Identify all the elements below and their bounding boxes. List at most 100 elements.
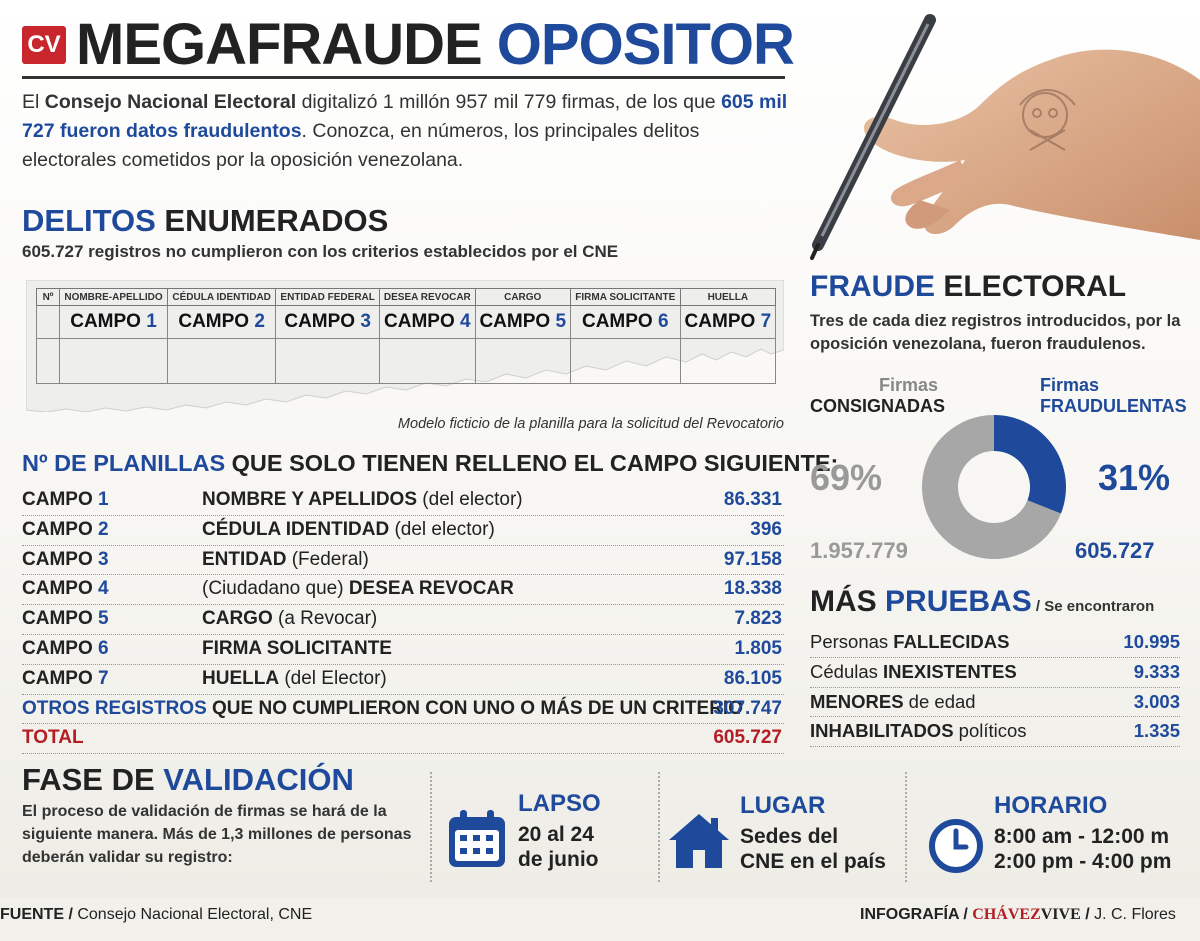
list-item: MENORES de edad 3.003	[810, 688, 1180, 718]
form-campo-2: CAMPO 2	[167, 305, 277, 339]
list-item: CAMPO 1 NOMBRE Y APELLIDOS (del elector)…	[22, 486, 784, 516]
row-description: NOMBRE Y APELLIDOS (del elector)	[202, 489, 523, 510]
row-value: 7.823	[734, 608, 782, 630]
intro-p1: El	[22, 91, 45, 113]
mas-subtitle: / Se encontraron	[1031, 598, 1155, 615]
planillas-list: CAMPO 1 NOMBRE Y APELLIDOS (del elector)…	[22, 486, 784, 755]
mas-pruebas-title: MÁS PRUEBAS / Se encontraron	[810, 585, 1154, 619]
house-icon	[669, 814, 729, 868]
row-value: 1.335	[1133, 720, 1180, 742]
footer-credits: INFOGRAFÍA / CHÁVEZVIVE / J. C. Flores	[860, 906, 1176, 923]
form-blank-cell	[275, 338, 381, 384]
row-description: Cédulas INEXISTENTES	[810, 660, 1017, 682]
row-value: 3.003	[1133, 690, 1180, 712]
row-value: 396	[750, 518, 782, 540]
footer-bar	[0, 899, 1200, 941]
form-header-revocar: DESEA REVOCAR	[379, 288, 476, 306]
row-value: 10.995	[1123, 631, 1180, 652]
calendar-icon	[449, 810, 505, 867]
legend-fraudulentas: Firmas FRAUDULENTAS	[1040, 375, 1187, 416]
list-item: CAMPO 7 HUELLA (del Elector) 86.105	[22, 665, 784, 695]
delitos-title-a: DELITOS	[22, 203, 156, 238]
row-description: OTROS REGISTROS QUE NO CUMPLIERON CON UN…	[22, 697, 743, 719]
intro-p3: digitalizó 1 millón 957 mil 779 firmas, …	[296, 91, 722, 113]
planillas-title-b: QUE SOLO TIENEN RELLENO EL CAMPO SIGUIEN…	[231, 450, 839, 476]
value-fraudulentas: 605.727	[1075, 538, 1155, 563]
form-blank-cell	[569, 338, 681, 384]
list-item: CAMPO 2 CÉDULA IDENTIDAD (del elector) 3…	[22, 516, 784, 546]
row-value: 9.333	[1133, 660, 1180, 682]
form-header-nombre: NOMBRE-APELLIDO	[58, 288, 169, 306]
row-description: FIRMA SOLICITANTE	[202, 637, 392, 659]
mas-pruebas-list: Personas FALLECIDAS 10.995 Cédulas INEXI…	[810, 628, 1180, 748]
donut-chart	[922, 415, 1066, 559]
fase-text: El proceso de validación de firmas se ha…	[22, 803, 412, 866]
mas-title-a: MÁS	[810, 585, 877, 618]
form-blank-cell	[379, 338, 476, 384]
form-blank-cell	[679, 338, 777, 384]
list-item: CAMPO 3 ENTIDAD (Federal) 97.158	[22, 546, 784, 576]
fraude-title-a: FRAUDE	[810, 270, 935, 303]
legend-consignadas: Firmas CONSIGNADAS	[810, 375, 946, 416]
row-description: CÉDULA IDENTIDAD (del elector)	[202, 518, 495, 540]
lapso-line2: de junio	[518, 848, 599, 871]
fraude-title: FRAUDE ELECTORAL	[810, 270, 1126, 304]
form-campo-5: CAMPO 5	[474, 305, 571, 339]
form-header-cedula: CÉDULA IDENTIDAD	[167, 288, 277, 306]
footer-fuente: FUENTE / Consejo Nacional Electoral, CNE	[0, 906, 313, 923]
intro-paragraph: El Consejo Nacional Electoral digitalizó…	[22, 88, 792, 175]
mas-title-b: PRUEBAS	[885, 585, 1032, 618]
list-item: Personas FALLECIDAS 10.995	[810, 628, 1180, 658]
row-description: HUELLA (del Elector)	[202, 667, 387, 689]
list-item: Cédulas INEXISTENTES 9.333	[810, 658, 1180, 688]
form-header-num: Nº	[36, 288, 60, 306]
lugar-title: LUGAR	[740, 792, 826, 819]
fraude-title-b: ELECTORAL	[943, 270, 1127, 303]
fase-title-b: VALIDACIÓN	[163, 762, 354, 797]
intro-p5: . Conozca, en números, los principales d…	[22, 120, 700, 171]
lugar-line2: CNE en el país	[740, 850, 886, 873]
list-item: CAMPO 5 CARGO (a Revocar) 7.823	[22, 605, 784, 635]
row-value: 86.105	[723, 667, 782, 689]
form-model: Nº NOMBRE-APELLIDO CÉDULA IDENTIDAD ENTI…	[26, 280, 784, 412]
row-value: 97.158	[723, 548, 782, 570]
percent-fraudulentas: 31%	[1098, 457, 1171, 498]
form-campo-3: CAMPO 3	[275, 305, 381, 339]
delitos-title: DELITOS ENUMERADOS	[22, 203, 388, 239]
lugar-line1: Sedes del	[740, 825, 839, 848]
value-consignadas: 1.957.779	[810, 538, 908, 563]
pen-icon	[810, 14, 936, 260]
row-label: CAMPO 2	[22, 518, 109, 540]
row-value: 307.747	[713, 697, 782, 719]
form-table: Nº NOMBRE-APELLIDO CÉDULA IDENTIDAD ENTI…	[36, 288, 777, 384]
percent-consignadas: 69%	[810, 457, 883, 498]
slice-fraudulentas	[994, 415, 1066, 514]
fase-title-a: FASE DE	[22, 762, 155, 797]
row-label: CAMPO 6	[22, 637, 109, 659]
form-blank-cell	[474, 338, 571, 384]
row-label: CAMPO 1	[22, 489, 109, 510]
title-part-a: MEGAFRAUDE	[76, 12, 483, 77]
fraude-text: Tres de cada diez registros introducidos…	[810, 312, 1181, 353]
horario-line1: 8:00 am - 12:00 m	[994, 825, 1170, 848]
divider	[905, 772, 907, 882]
intro-p4: 605 mil 727 fueron datos fraudulentos	[22, 91, 788, 142]
row-label: CAMPO 5	[22, 608, 109, 630]
form-campo-7: CAMPO 7	[679, 305, 777, 339]
clock-icon	[929, 819, 983, 873]
form-header-huella: HUELLA	[679, 288, 777, 306]
row-label: CAMPO 7	[22, 667, 109, 689]
form-header-firma: FIRMA SOLICITANTE	[569, 288, 681, 306]
page-title: MEGAFRAUDE OPOSITOR	[76, 10, 795, 80]
row-description: MENORES de edad	[810, 690, 976, 712]
row-description: INHABILITADOS políticos	[810, 720, 1027, 742]
form-blank-cell	[167, 338, 277, 384]
row-value: 18.338	[723, 578, 782, 600]
form-cell-num	[36, 305, 60, 339]
row-value: 86.331	[723, 489, 782, 510]
lapso-title: LAPSO	[518, 790, 601, 817]
horario-line2: 2:00 pm - 4:00 pm	[994, 850, 1172, 873]
lapso-line1: 20 al 24	[518, 823, 594, 846]
form-blank-cell	[58, 338, 169, 384]
row-description: Personas FALLECIDAS	[810, 631, 1010, 652]
